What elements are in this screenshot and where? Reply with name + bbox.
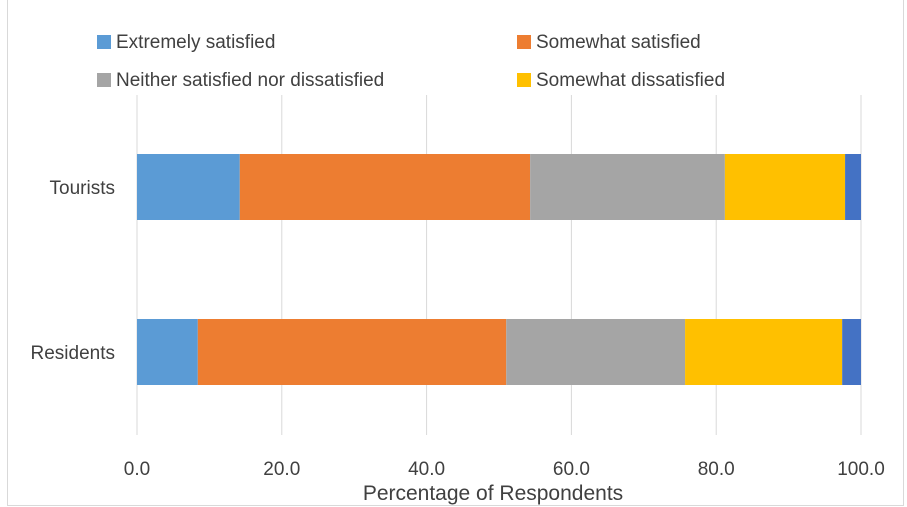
bar-tourists-series-3 bbox=[724, 154, 846, 220]
x-tick-label: 20.0 bbox=[263, 459, 300, 480]
x-tick-label: 60.0 bbox=[553, 459, 590, 480]
chart-frame bbox=[7, 0, 904, 506]
x-tick-label: 0.0 bbox=[124, 459, 150, 480]
x-tick-label: 40.0 bbox=[408, 459, 445, 480]
bar-tourists-series-4 bbox=[845, 154, 861, 220]
legend-label-0: Extremely satisfied bbox=[116, 32, 275, 53]
bar-residents-series-3 bbox=[685, 319, 843, 385]
bar-residents-series-2 bbox=[506, 319, 686, 385]
category-label-residents: Residents bbox=[31, 343, 116, 364]
legend-swatch-1 bbox=[517, 35, 531, 49]
legend-swatch-2 bbox=[97, 73, 111, 87]
x-axis-title: Percentage of Respondents bbox=[363, 482, 623, 505]
legend-swatch-0 bbox=[97, 35, 111, 49]
category-label-tourists: Tourists bbox=[50, 178, 115, 199]
x-tick-label: 80.0 bbox=[698, 459, 735, 480]
x-tick-label: 100.0 bbox=[837, 459, 885, 480]
bar-tourists-series-1 bbox=[239, 154, 531, 220]
bar-residents-series-1 bbox=[197, 319, 507, 385]
legend-label-1: Somewhat satisfied bbox=[536, 32, 701, 53]
legend-label-3: Somewhat dissatisfied bbox=[536, 70, 725, 91]
bar-tourists-series-0 bbox=[137, 154, 240, 220]
gridlines bbox=[136, 95, 862, 435]
legend-swatch-3 bbox=[517, 73, 531, 87]
legend-label-2: Neither satisfied nor dissatisfied bbox=[116, 70, 384, 91]
bar-residents-series-4 bbox=[842, 319, 861, 385]
axis-ticks: 0.0 20.0 40.0 60.0 80.0 100.0 Tourists Resident… bbox=[31, 178, 885, 480]
bar-tourists-series-2 bbox=[530, 154, 725, 220]
bar-residents-series-0 bbox=[137, 319, 198, 385]
legend: Extremely satisfied Somewhat satisfied Nei… bbox=[97, 32, 725, 91]
bars bbox=[137, 154, 861, 385]
